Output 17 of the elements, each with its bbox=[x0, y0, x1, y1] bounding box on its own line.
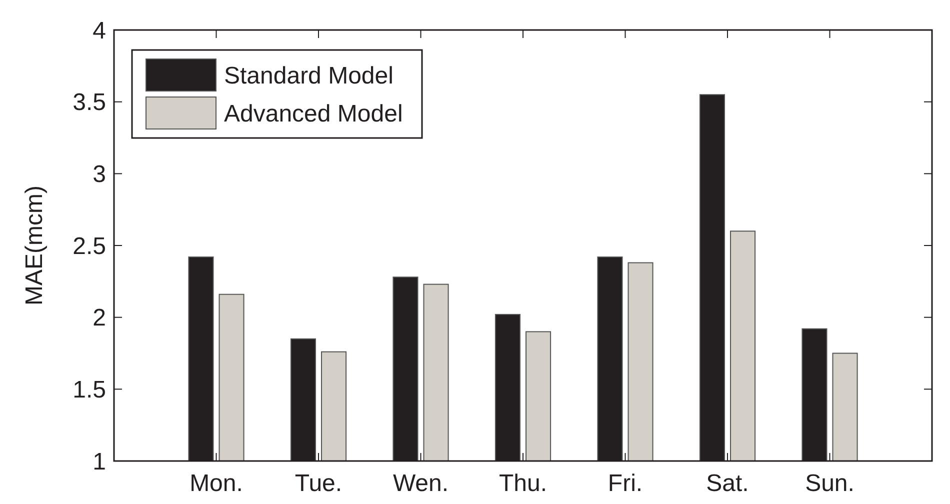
x-tick-label: Wen. bbox=[392, 470, 449, 497]
x-tick-label: Thu. bbox=[498, 470, 548, 497]
legend-label: Advanced Model bbox=[224, 100, 403, 128]
y-tick-label: 3.5 bbox=[72, 89, 106, 116]
x-tick-label: Mon. bbox=[190, 470, 243, 497]
x-tick-label: Fri. bbox=[608, 470, 643, 497]
x-tick-label: Tue. bbox=[294, 470, 342, 497]
y-tick-label: 2.5 bbox=[72, 232, 106, 260]
x-tick-label: Sat. bbox=[706, 470, 749, 497]
y-tick-label: 1 bbox=[92, 448, 106, 476]
y-tick-label: 2 bbox=[92, 304, 106, 332]
y-tick-label: 3 bbox=[92, 161, 106, 188]
legend-label: Standard Model bbox=[224, 62, 394, 90]
y-tick-label: 1.5 bbox=[72, 376, 106, 404]
y-axis-title: MAE(mcm) bbox=[21, 186, 48, 306]
x-tick-label: Sun. bbox=[805, 470, 854, 497]
y-tick-label: 4 bbox=[92, 17, 106, 44]
